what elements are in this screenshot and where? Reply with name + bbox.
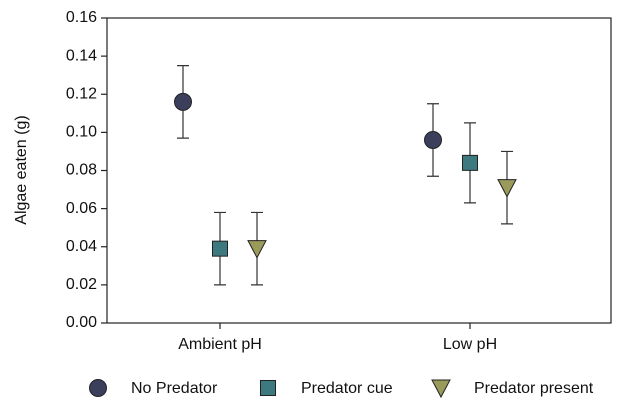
data-point	[462, 154, 478, 171]
x-tick-label: Ambient pH	[178, 336, 262, 353]
plot-frame	[106, 17, 612, 324]
y-tick-label: 0.16	[66, 9, 97, 26]
y-tick-label: 0.14	[66, 47, 97, 64]
legend-label: Predator present	[474, 380, 594, 397]
y-tick-label: 0.12	[66, 85, 97, 102]
legend-marker	[260, 380, 276, 396]
y-tick-label: 0.00	[66, 314, 97, 331]
y-tick-label: 0.04	[66, 238, 97, 255]
legend-label: Predator cue	[301, 380, 393, 397]
y-tick-label: 0.06	[66, 200, 97, 217]
data-point	[497, 179, 517, 198]
legend-marker	[431, 379, 451, 399]
data-point	[212, 240, 228, 257]
data-point	[174, 92, 192, 111]
y-tick-label: 0.02	[66, 276, 97, 293]
y-tick-label: 0.08	[66, 162, 97, 179]
x-tick-label: Low pH	[443, 336, 497, 353]
legend-marker	[89, 379, 107, 397]
y-axis-label: Algae eaten (g)	[13, 115, 30, 224]
legend-label: No Predator	[131, 380, 218, 397]
data-point	[424, 131, 442, 149]
data-point	[247, 240, 267, 259]
y-tick-label: 0.10	[66, 124, 97, 141]
